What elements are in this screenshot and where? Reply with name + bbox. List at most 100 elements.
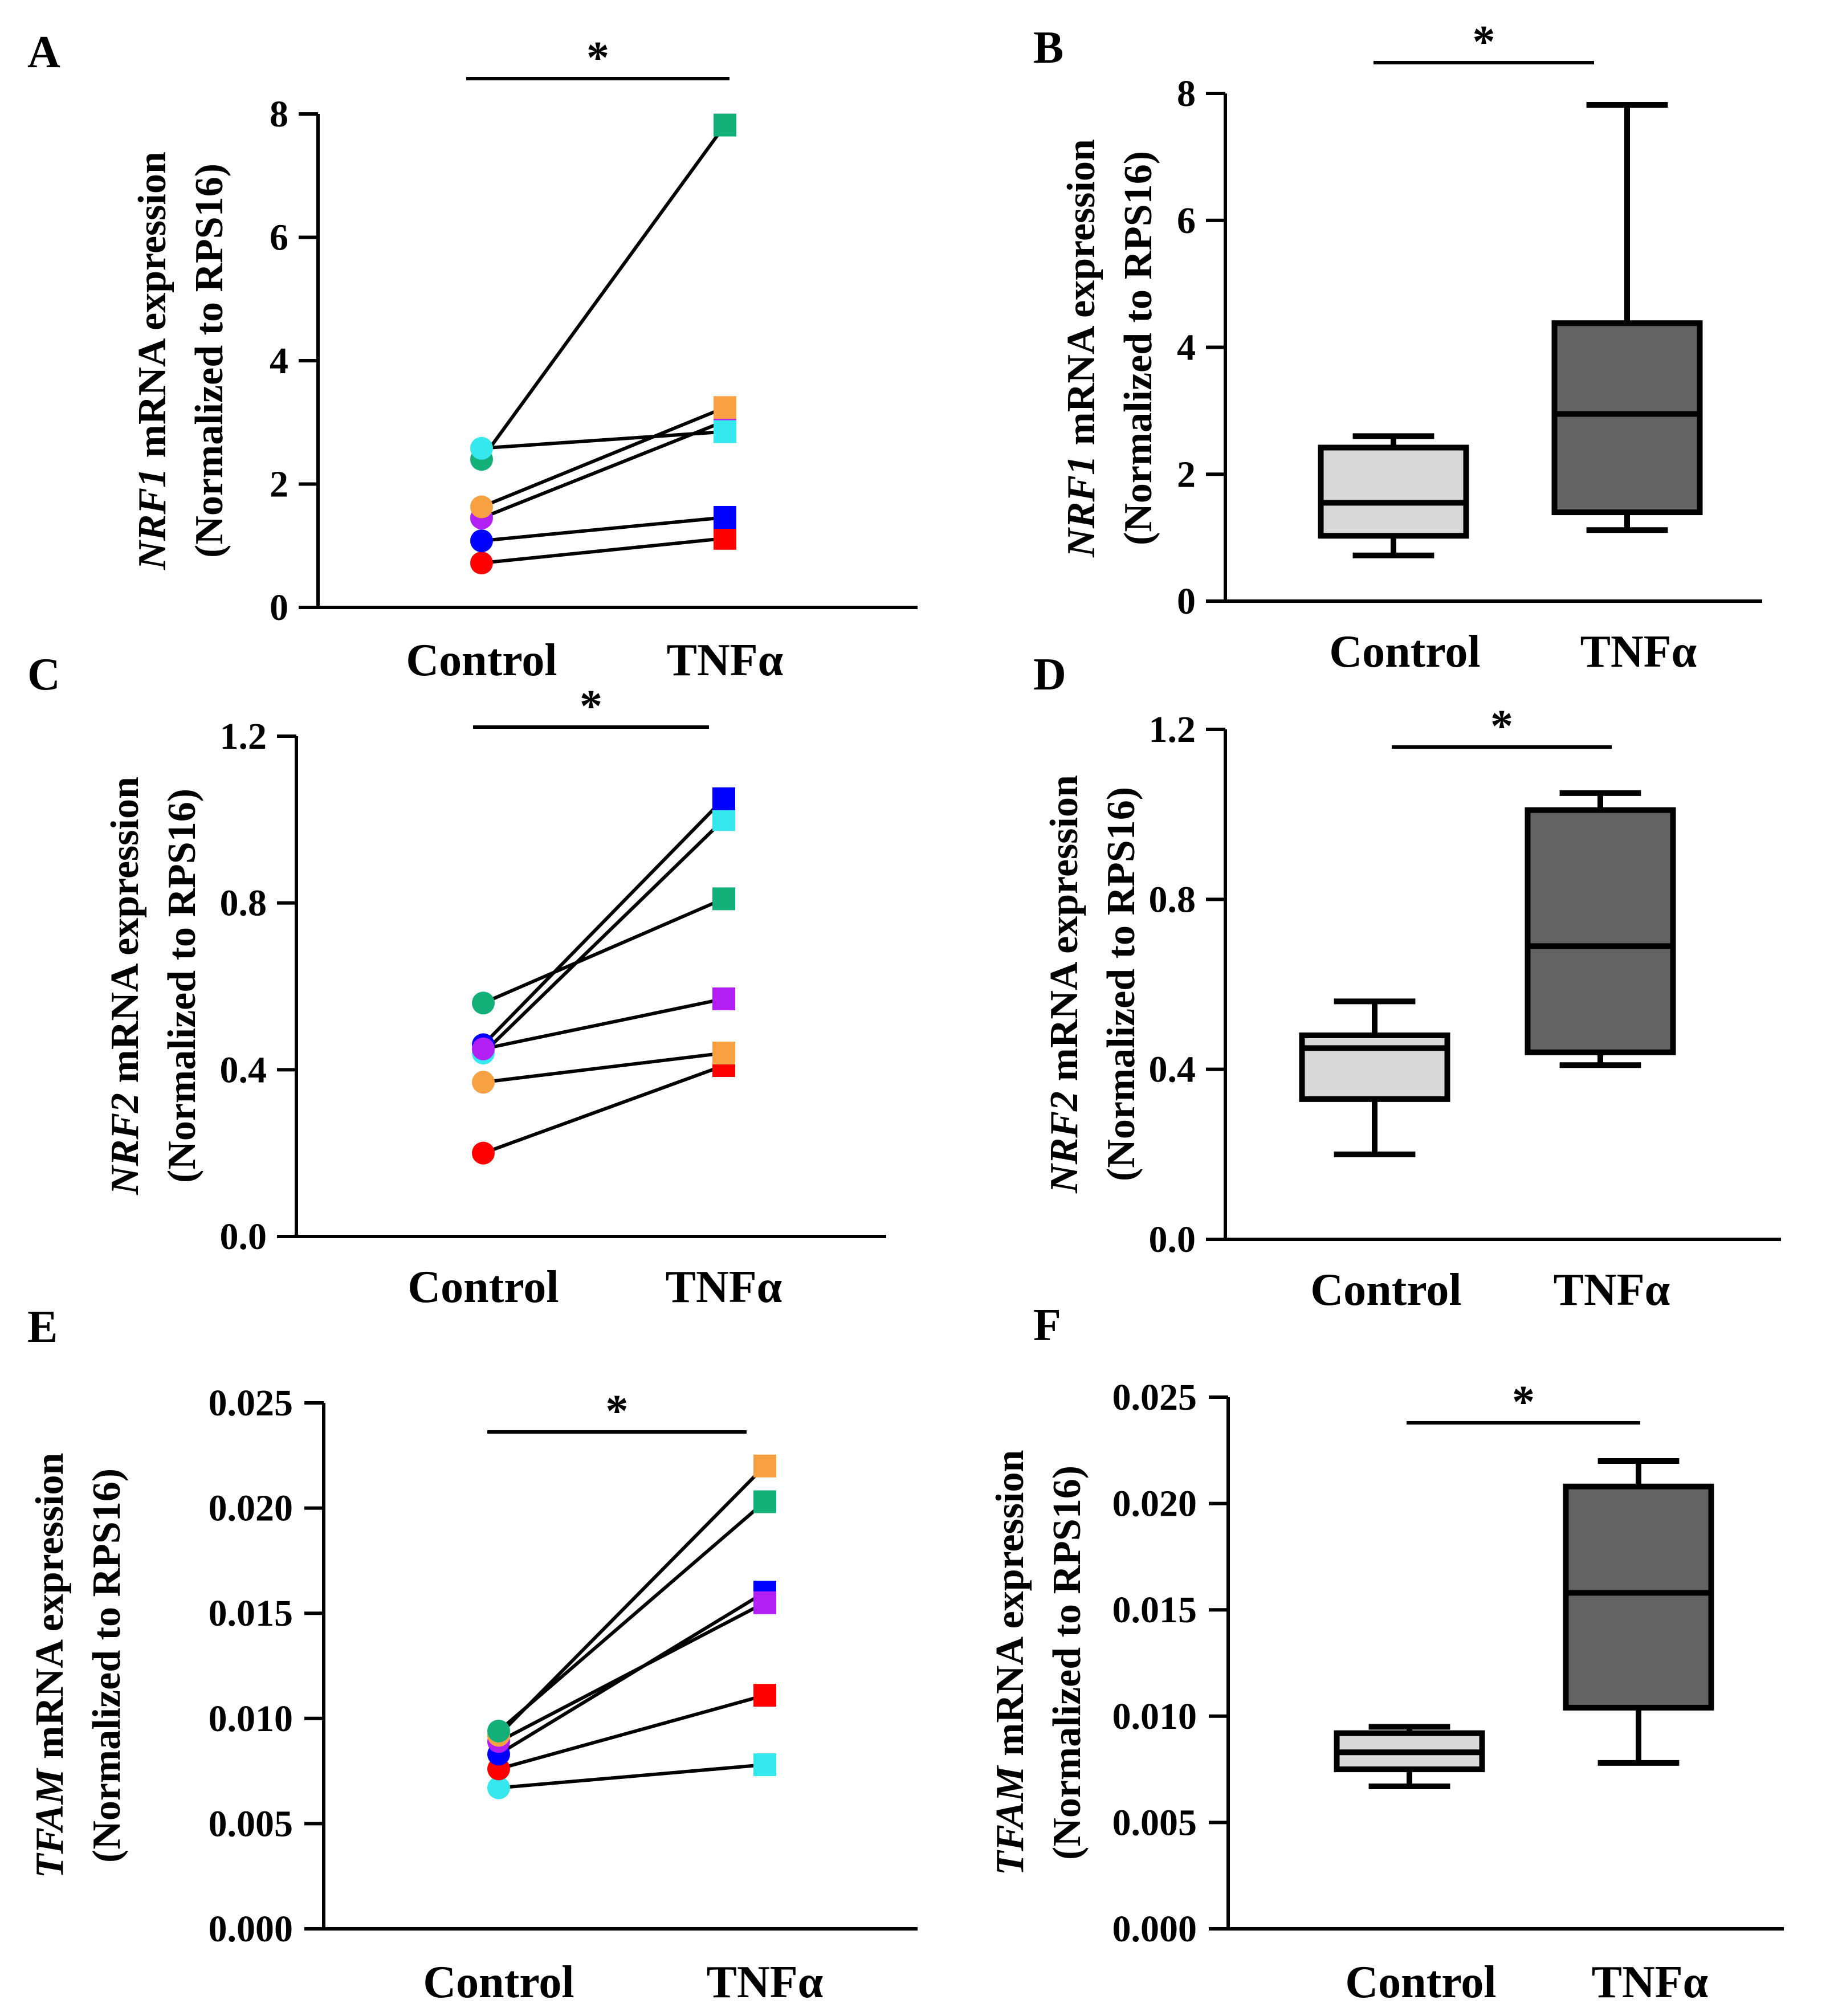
tnf-point bbox=[753, 1684, 776, 1707]
panel-label: E bbox=[27, 1302, 58, 1352]
control-point bbox=[470, 552, 493, 575]
box-iqr bbox=[1563, 1483, 1714, 1711]
pair-line bbox=[482, 897, 725, 1005]
y-tick-label: 0.020 bbox=[209, 1488, 294, 1529]
pair-line bbox=[480, 419, 726, 520]
pair-line bbox=[481, 430, 726, 450]
y-tick-label: 4 bbox=[270, 340, 288, 382]
pair-line bbox=[498, 1763, 765, 1790]
y-axis-label-line1: TFAM mRNA expression bbox=[988, 1450, 1032, 1876]
panel-label: A bbox=[27, 27, 60, 77]
y-tick-label: 0.4 bbox=[220, 1049, 267, 1091]
y-tick-label: 1.2 bbox=[1149, 709, 1196, 750]
tnf-point bbox=[714, 396, 736, 419]
gene-name: NRF2 bbox=[103, 1093, 147, 1195]
panel-label: C bbox=[27, 650, 60, 700]
x-category-label: Control bbox=[423, 1957, 574, 2007]
tnf-point bbox=[712, 787, 735, 810]
panel-e: E 0.000 0.005 0.010 0.015 0.020 0.025 TFAM mRNA… bbox=[27, 1302, 918, 2007]
y-tick-label: 4 bbox=[1177, 327, 1196, 369]
tnf-point bbox=[753, 1591, 776, 1614]
y-axis-label-line1: TFAM mRNA expression bbox=[28, 1453, 72, 1879]
y-tick-label: 6 bbox=[1177, 200, 1196, 242]
control-point bbox=[470, 529, 493, 553]
panel-c: C 0.0 0.4 0.8 1.2 NRF2 mRNA expression (Normal… bbox=[27, 650, 886, 1312]
tnf-point bbox=[712, 808, 735, 831]
y-tick-label: 8 bbox=[270, 93, 288, 135]
pair-line bbox=[498, 1500, 766, 1733]
tnf-point bbox=[714, 113, 736, 137]
control-point bbox=[470, 436, 493, 460]
x-category-label: Control bbox=[1310, 1265, 1461, 1315]
pair-line bbox=[498, 1601, 766, 1744]
tnf-point bbox=[712, 987, 735, 1010]
y-tick-label: 0.010 bbox=[209, 1698, 294, 1740]
x-category-label: Control bbox=[1329, 627, 1480, 677]
y-axis-label-rest: mRNA expression bbox=[988, 1450, 1032, 1766]
tnf-point bbox=[714, 505, 736, 529]
x-category-label: TNFα bbox=[667, 635, 784, 685]
y-tick-label: 0.005 bbox=[1112, 1802, 1197, 1843]
significance-star: * bbox=[1473, 17, 1495, 67]
y-axis-label-rest: mRNA expression bbox=[1042, 775, 1086, 1091]
pair-line bbox=[482, 818, 726, 1055]
pair-line bbox=[481, 536, 726, 565]
y-axis-label-line2: (Normalized to RPS16) bbox=[188, 164, 231, 558]
control-point bbox=[487, 1776, 510, 1799]
x-category-label: TNFα bbox=[1554, 1265, 1670, 1315]
tnf-point bbox=[753, 1454, 776, 1478]
significance-star: * bbox=[606, 1386, 629, 1436]
control-point bbox=[472, 991, 495, 1015]
significance-star: * bbox=[586, 33, 609, 83]
gene-name: TFAM bbox=[28, 1768, 72, 1879]
y-axis-label-line1: NRF1 mRNA expression bbox=[131, 152, 174, 570]
y-tick-label: 6 bbox=[270, 217, 288, 259]
pair-line bbox=[480, 406, 726, 509]
significance-star: * bbox=[580, 681, 602, 732]
pair-line bbox=[480, 124, 727, 460]
y-tick-label: 0.020 bbox=[1112, 1483, 1197, 1525]
panel-label: D bbox=[1033, 650, 1066, 700]
pair-line bbox=[482, 1064, 725, 1155]
control-point bbox=[472, 1071, 495, 1094]
y-tick-label: 2 bbox=[1177, 454, 1196, 495]
y-axis-label-line1: NRF1 mRNA expression bbox=[1059, 139, 1103, 558]
y-tick-label: 0.4 bbox=[1149, 1049, 1196, 1091]
y-tick-label: 0.000 bbox=[209, 1908, 294, 1950]
tnf-point bbox=[753, 1490, 776, 1513]
y-axis-label-line2: (Normalized to RPS16) bbox=[160, 789, 204, 1183]
x-category-label: Control bbox=[1345, 1957, 1496, 2007]
control-point bbox=[472, 1141, 495, 1165]
y-axis-label-line2: (Normalized to RPS16) bbox=[85, 1468, 129, 1863]
y-axis-label-line2: (Normalized to RPS16) bbox=[1099, 787, 1143, 1181]
pair-line bbox=[481, 515, 726, 543]
y-tick-label: 0.000 bbox=[1112, 1908, 1197, 1950]
y-tick-label: 1.2 bbox=[220, 716, 267, 757]
y-tick-label: 0.025 bbox=[1112, 1377, 1197, 1418]
pair-line bbox=[498, 1693, 765, 1771]
tnf-point bbox=[753, 1753, 776, 1777]
box-iqr bbox=[1318, 444, 1469, 539]
tnf-point bbox=[714, 527, 736, 550]
box-iqr bbox=[1525, 807, 1676, 1055]
y-tick-label: 0 bbox=[1177, 581, 1196, 622]
significance-star: * bbox=[1512, 1377, 1535, 1427]
panel-b: B 0 2 4 6 8 NRF1 mRNA expression (Normalized to… bbox=[1033, 17, 1762, 677]
y-axis-label-rest: mRNA expression bbox=[103, 777, 147, 1093]
tnf-point bbox=[712, 1042, 735, 1065]
y-axis-label-line2: (Normalized to RPS16) bbox=[1045, 1466, 1089, 1860]
y-tick-label: 0.0 bbox=[220, 1216, 267, 1258]
y-tick-label: 0.015 bbox=[209, 1593, 294, 1634]
y-tick-label: 0.025 bbox=[209, 1382, 294, 1424]
y-tick-label: 8 bbox=[1177, 73, 1196, 115]
control-point bbox=[487, 1719, 510, 1742]
control-point bbox=[470, 495, 493, 519]
y-tick-label: 0.8 bbox=[1149, 879, 1196, 920]
y-tick-label: 0.005 bbox=[209, 1803, 294, 1844]
pair-line bbox=[483, 1051, 724, 1084]
panel-a: A 0 2 4 6 8 NRF1 mRNA expression (Normalized to… bbox=[27, 27, 918, 685]
panel-d: D 0.0 0.4 0.8 1.2 NRF2 mRNA expression (Normal… bbox=[1033, 650, 1781, 1315]
y-tick-label: 0.8 bbox=[220, 883, 267, 924]
significance-star: * bbox=[1490, 701, 1513, 752]
box-iqr bbox=[1299, 1033, 1450, 1102]
